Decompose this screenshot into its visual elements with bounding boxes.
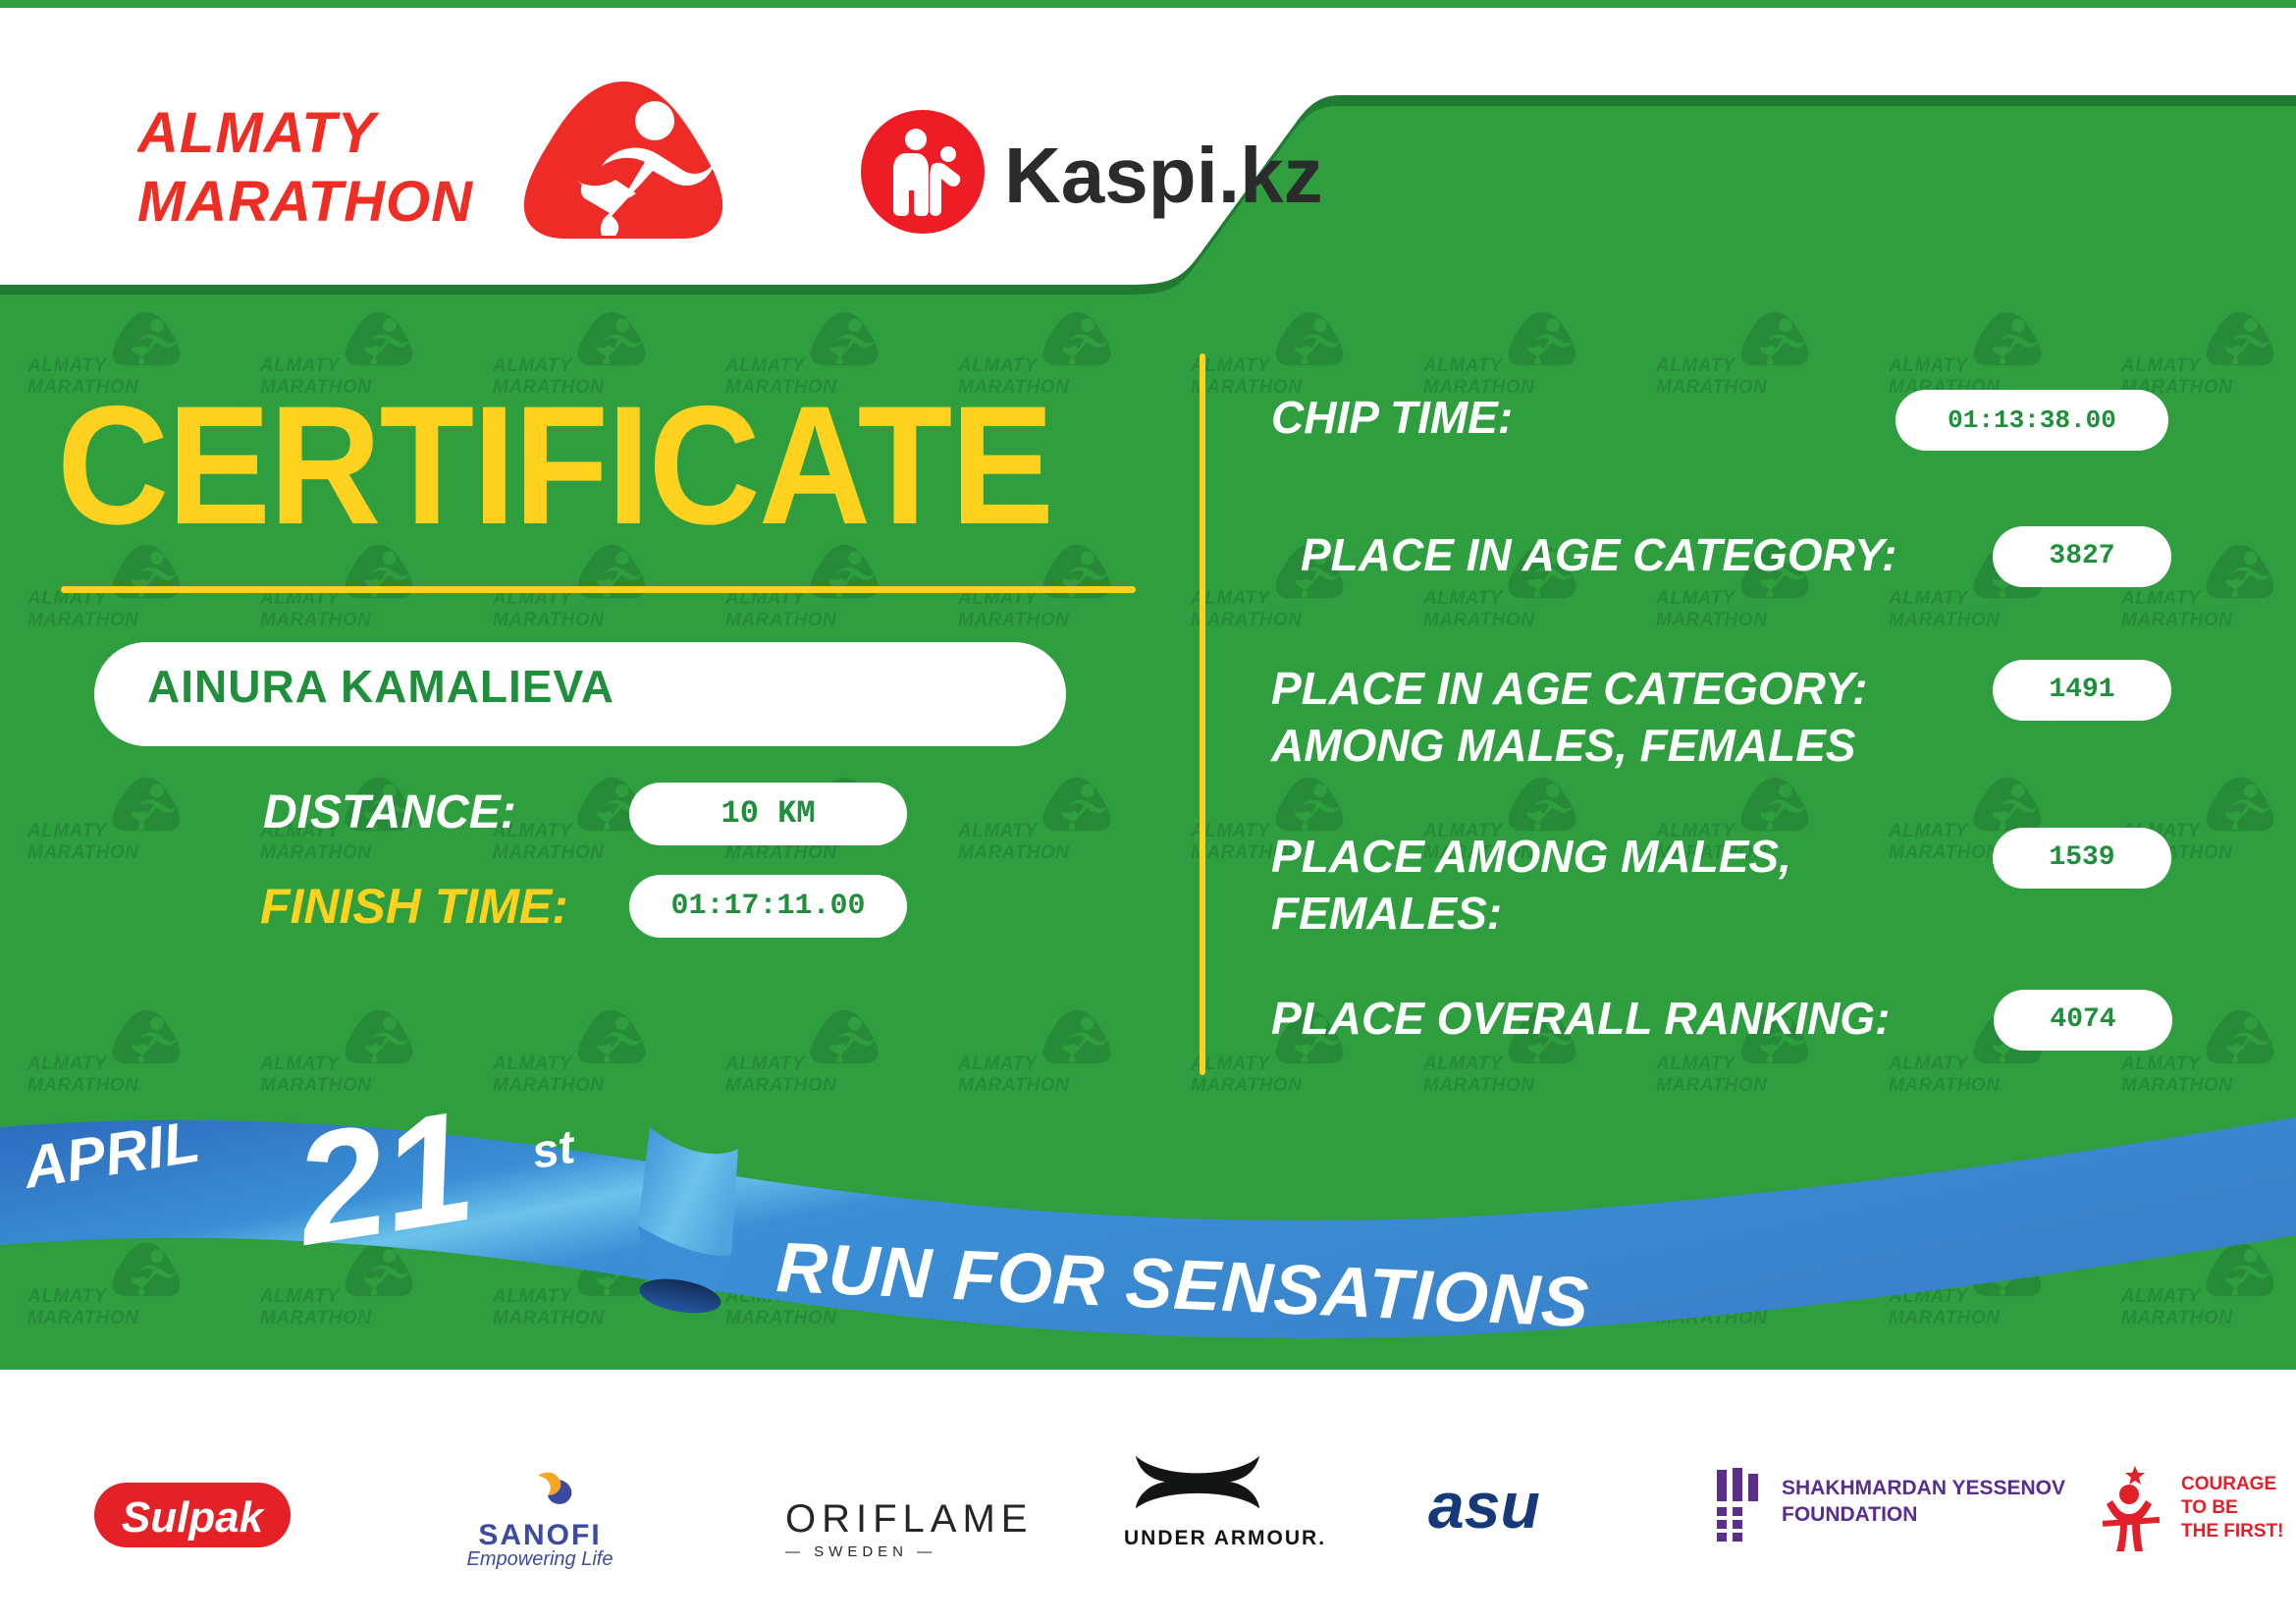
svg-text:ALMATY: ALMATY [137,101,381,165]
svg-text:Sulpak: Sulpak [122,1493,266,1542]
svg-text:st: st [528,1121,579,1179]
svg-text:Kaspi.kz: Kaspi.kz [1004,132,1323,219]
svg-text:MARATHON: MARATHON [137,170,473,234]
svg-text:21: 21 [281,1110,484,1278]
